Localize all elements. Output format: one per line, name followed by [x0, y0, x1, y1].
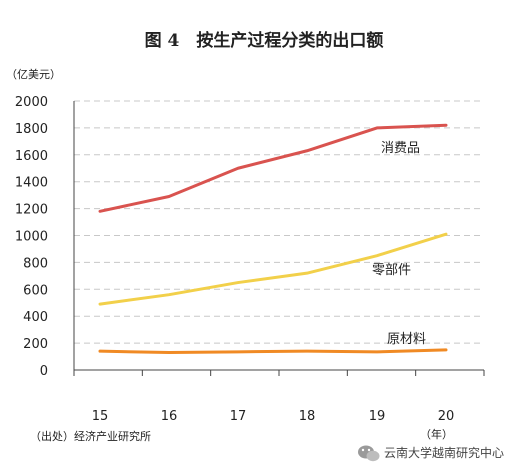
series-label: 原材料 [387, 332, 426, 347]
x-tick-label: 18 [299, 409, 316, 424]
y-tick-label: 800 [23, 256, 48, 271]
source-note: （出处）经济产业研究所 [30, 429, 151, 443]
watermark-text: 云南大学越南研究中心 [384, 445, 504, 460]
x-tick-label: 17 [230, 409, 247, 424]
gridlines [74, 100, 484, 344]
watermark: 云南大学越南研究中心 [358, 445, 504, 462]
y-tick-label: 400 [23, 310, 48, 325]
x-tick-label: 19 [369, 409, 386, 424]
y-tick-label: 1600 [15, 149, 48, 164]
series-label: 零部件 [372, 263, 411, 278]
y-tick-label: 1000 [15, 230, 48, 245]
series-label: 消费品 [381, 141, 420, 156]
y-tick-label: 1200 [15, 203, 48, 218]
chart-title: 图 4 按生产过程分类的出口额 [145, 30, 384, 51]
x-tick-label: 16 [161, 409, 178, 424]
x-tick-labels: 15 16 17 18 19 20 [92, 409, 455, 424]
y-tick-labels: 0 200 400 600 800 1000 1200 1400 1600 1800 2000 [15, 95, 48, 379]
y-tick-label: 2000 [15, 95, 48, 110]
y-axis-unit: （亿美元） [6, 68, 61, 81]
wechat-icon [358, 445, 380, 462]
x-tick-label: 20 [438, 409, 455, 424]
y-tick-label: 1400 [15, 176, 48, 191]
y-tick-label: 1800 [15, 122, 48, 137]
x-tick-label: 15 [92, 409, 109, 424]
series-line [98, 232, 448, 306]
x-axis-unit: （年） [420, 427, 453, 441]
series-lines [98, 123, 448, 355]
y-tick-label: 200 [23, 337, 48, 352]
y-tick-label: 600 [23, 283, 48, 298]
y-tick-label: 0 [40, 364, 48, 379]
axes [73, 101, 485, 376]
series-line [98, 348, 448, 355]
series-line [98, 123, 448, 213]
